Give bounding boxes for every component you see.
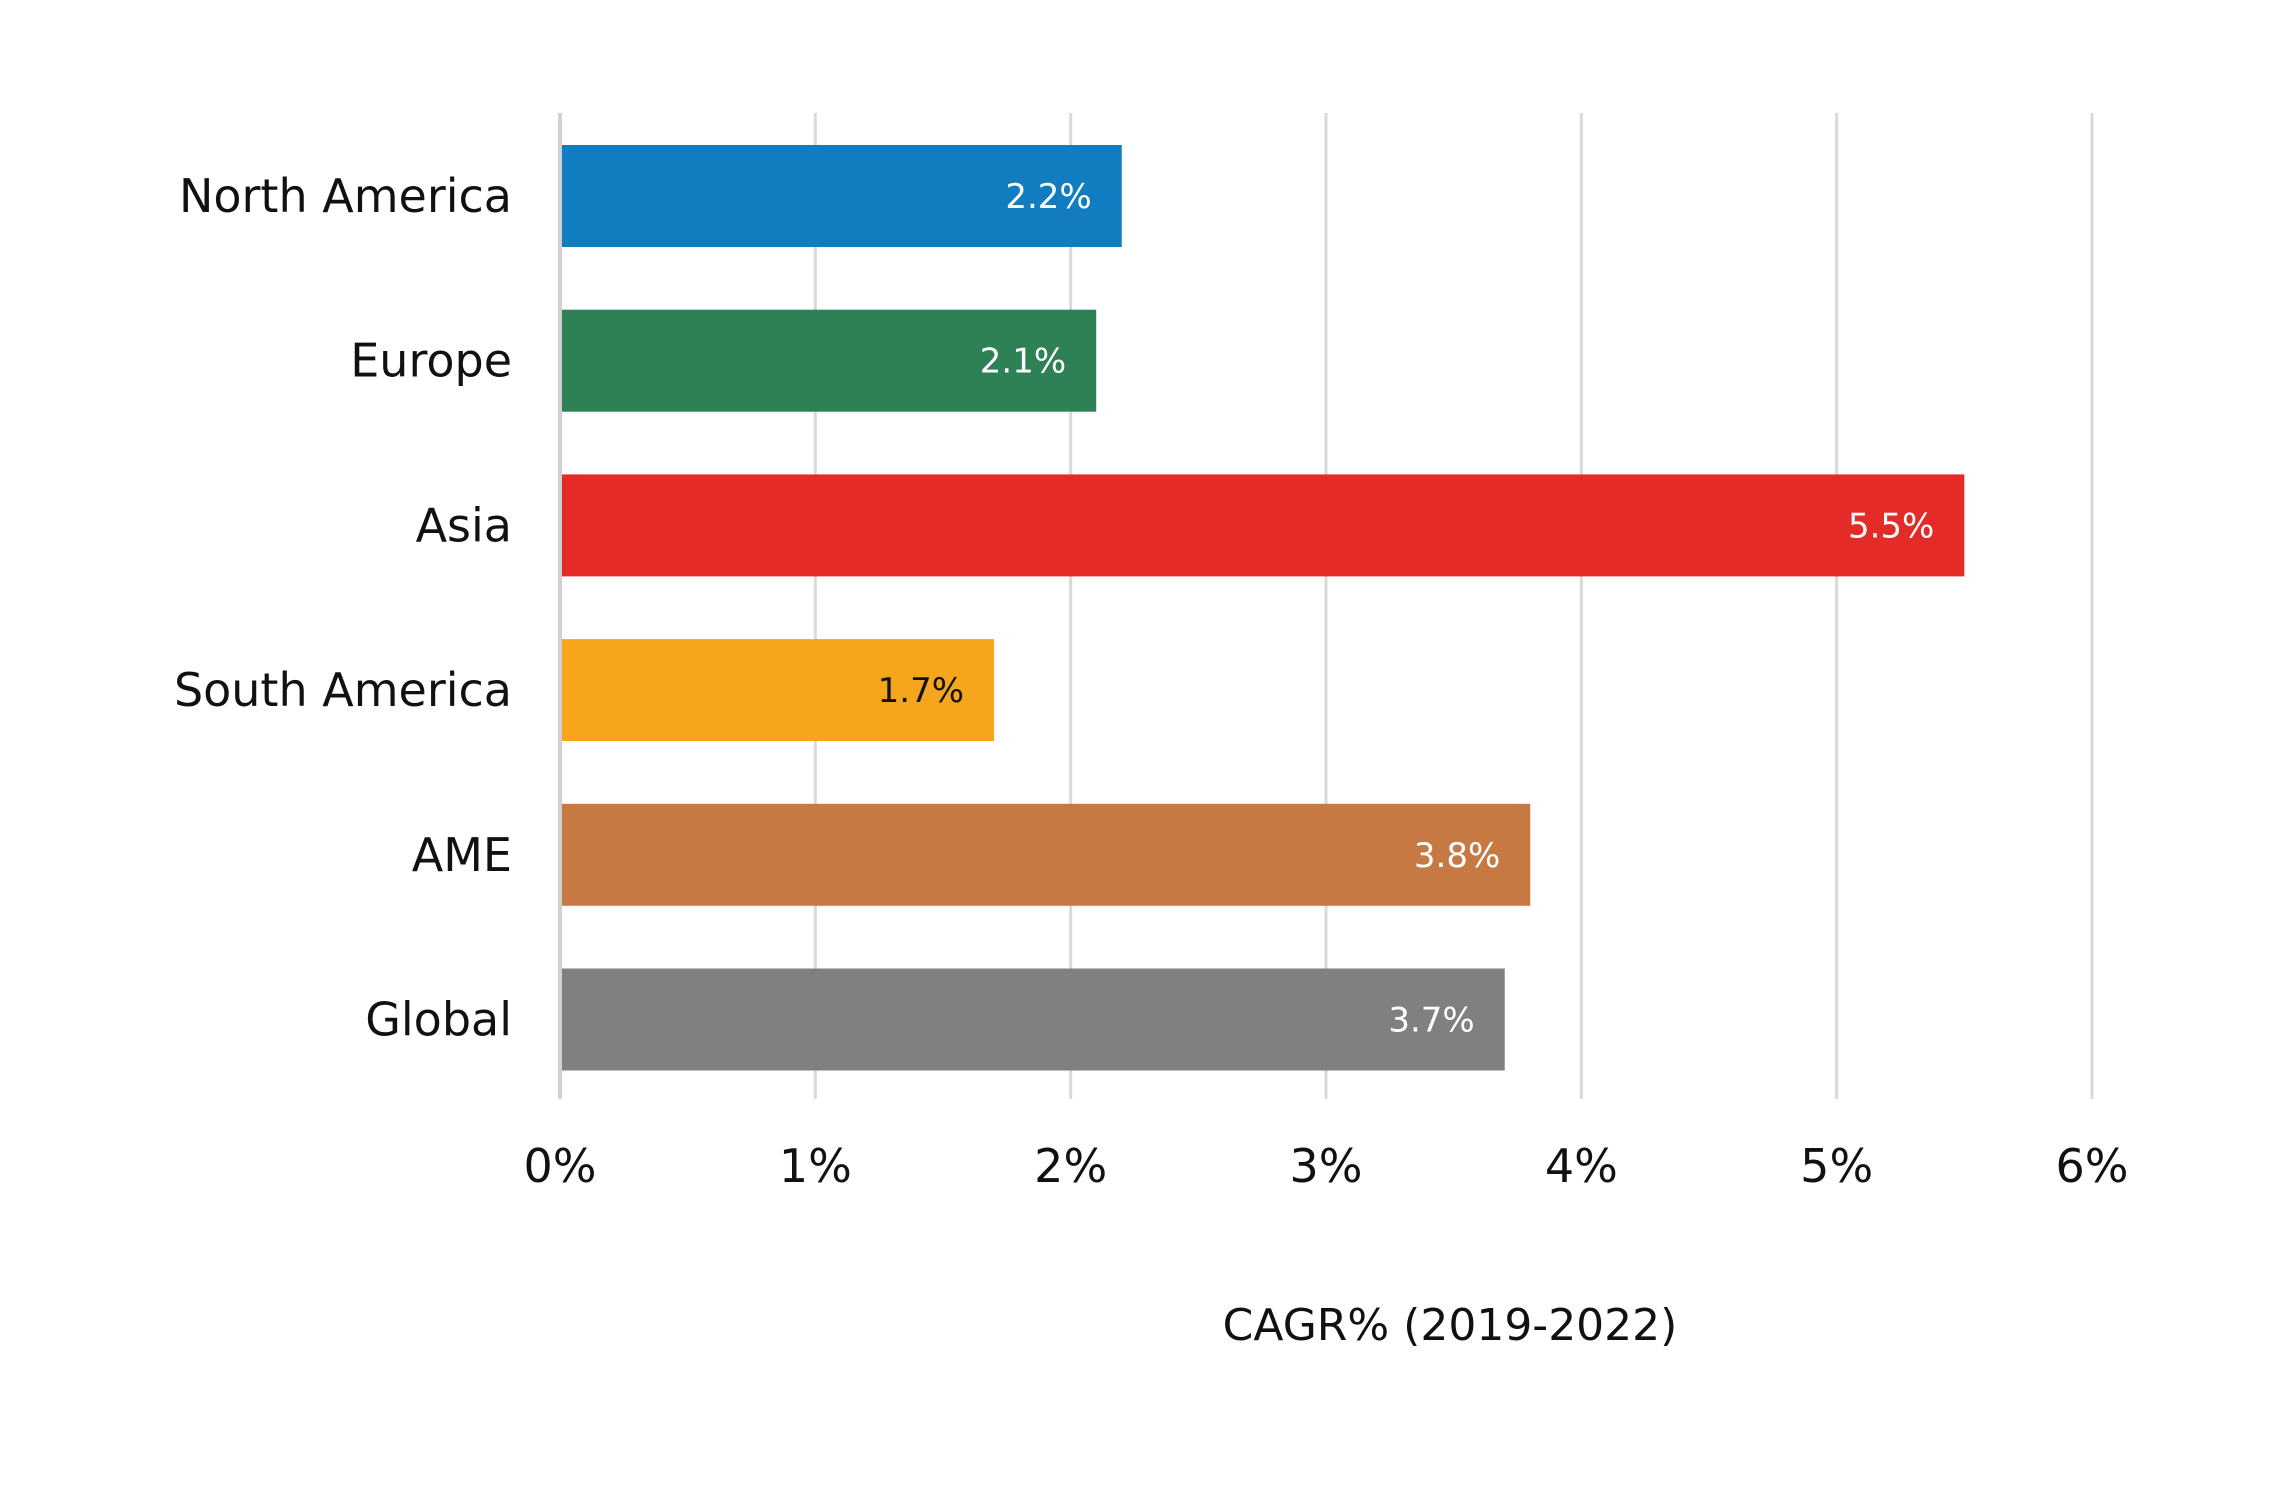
x-tick-label: 0% [524, 1139, 597, 1193]
x-tick-label: 5% [1800, 1139, 1873, 1193]
data-label: 5.5% [1848, 506, 1934, 546]
bar [562, 309, 1097, 412]
data-label: 1.7% [878, 671, 964, 711]
x-tick-label: 4% [1545, 1139, 1618, 1193]
data-label: 2.2% [1005, 177, 1091, 217]
bar [562, 639, 995, 742]
category-labels: North America Europe Asia South America AME G… [174, 169, 512, 1047]
data-label: 3.8% [1414, 836, 1500, 876]
category-label: AME [412, 828, 512, 882]
x-axis-title: CAGR% (2019-2022) [1223, 1300, 1678, 1351]
category-label: Global [365, 993, 512, 1047]
category-label: South America [174, 663, 512, 717]
x-tick-label: 3% [1290, 1139, 1363, 1193]
data-label: 2.1% [980, 342, 1066, 382]
bar [562, 803, 1531, 906]
data-label: 3.7% [1388, 1001, 1474, 1041]
x-tick-label: 1% [779, 1139, 852, 1193]
category-label: Europe [350, 334, 512, 388]
bar [562, 968, 1505, 1071]
x-tick-label: 6% [2056, 1139, 2129, 1193]
bar [562, 474, 1965, 577]
category-label: North America [179, 169, 512, 223]
gridlines [558, 113, 2094, 1099]
bar [562, 145, 1122, 247]
x-tick-labels: 0% 1% 2% 3% 4% 5% 6% [524, 1139, 2129, 1193]
bars: 2.2% 2.1% 5.5% 1.7% 3.8% 3.7% [562, 145, 1965, 1071]
x-tick-label: 2% [1034, 1139, 1107, 1193]
category-label: Asia [416, 498, 512, 552]
